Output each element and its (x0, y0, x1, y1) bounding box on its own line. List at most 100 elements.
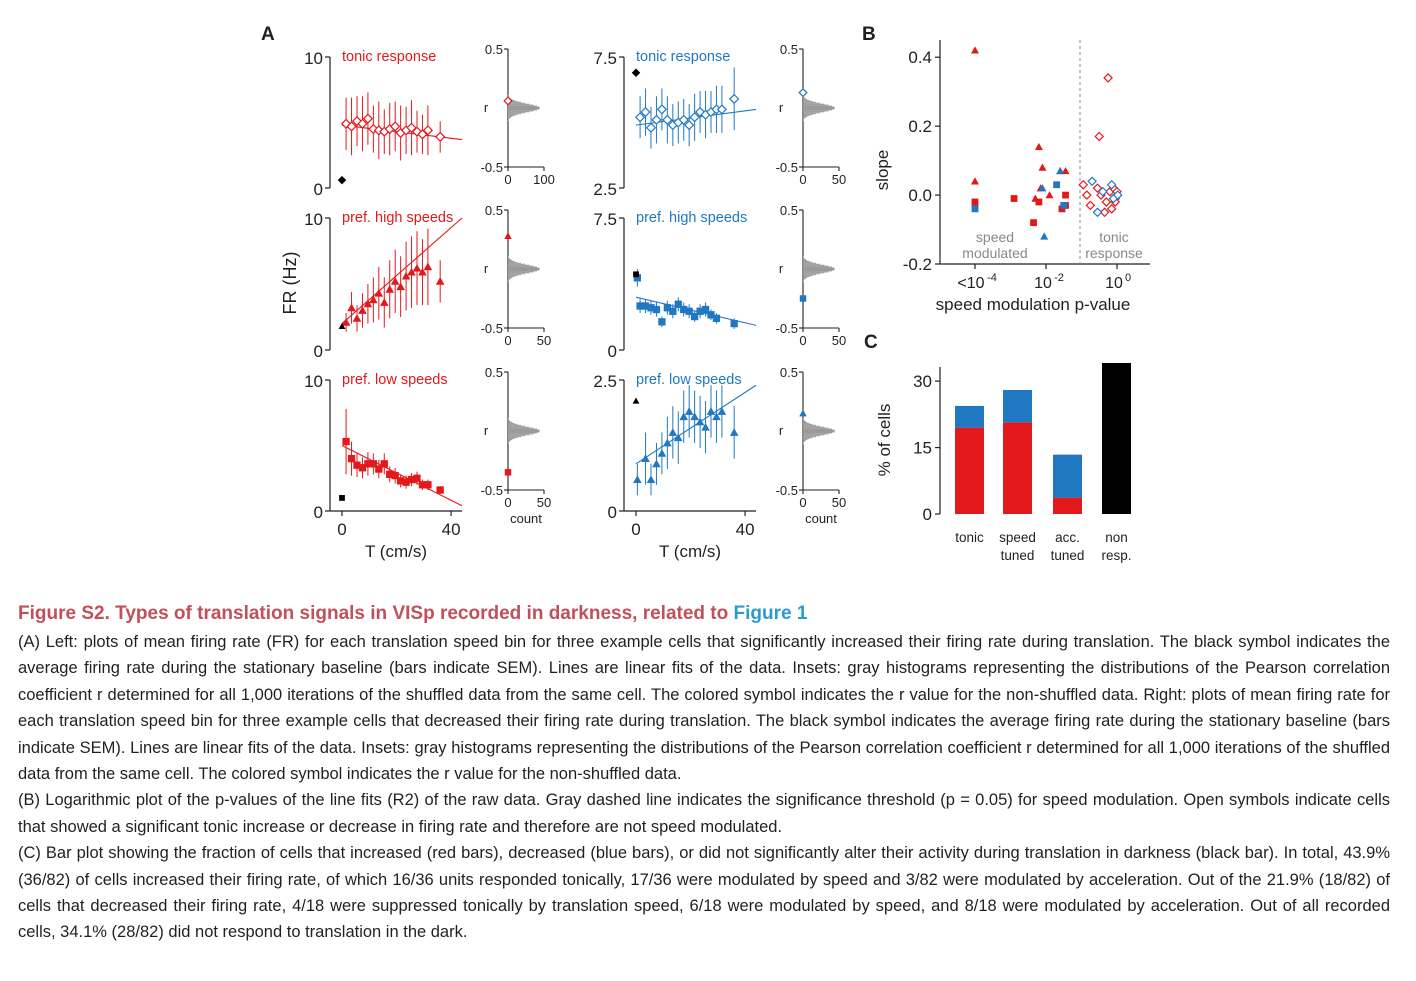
data-point (407, 475, 416, 484)
panel-a-label: A (261, 24, 275, 45)
b-data-point (1058, 205, 1066, 213)
b-data-point (1056, 166, 1065, 175)
region-label-modulated: modulated (962, 245, 1027, 261)
b-data-point (1087, 176, 1097, 187)
b-x-tick-label: 10 (1034, 275, 1052, 292)
panel-c-bar-chart: 30 15 0 % of cells tonic speed tuned acc. tuned n… (875, 362, 1132, 563)
hist-count-label: count (805, 511, 837, 526)
r-histogram-inset: 0.5 -0.5 r 0 50 (776, 42, 847, 187)
hist-x-label-0: 0 (504, 333, 511, 348)
hist-x-label-0: 0 (799, 333, 806, 348)
b-x-tick-exponent: -2 (1054, 272, 1064, 284)
data-point (646, 475, 656, 483)
y-tick-label-top: 10 (304, 372, 323, 391)
data-point (712, 412, 721, 421)
data-point (730, 319, 738, 328)
bar-segment-decreased (955, 405, 984, 428)
data-point (668, 428, 678, 436)
y-tick-label-top: 10 (304, 210, 323, 229)
b-data-point (1062, 191, 1069, 199)
b-x-axis-label: speed modulation p-value (936, 295, 1131, 314)
y-tick-label-top: 7.5 (593, 49, 617, 68)
r-value-marker (799, 409, 807, 417)
data-point (353, 461, 361, 469)
data-point (678, 114, 689, 126)
hist-y-label-bottom: -0.5 (481, 160, 503, 175)
figure-caption: Figure S2. Types of translation signals … (18, 602, 1390, 946)
linear-fit-line (341, 445, 463, 507)
caption-paragraph-a: (A) Left: plots of mean firing rate (FR)… (18, 633, 1390, 784)
linear-fit-line (341, 217, 463, 325)
data-point (369, 460, 378, 468)
data-point (436, 486, 444, 494)
data-point (368, 123, 379, 135)
b-data-point (1078, 179, 1089, 190)
data-point (684, 119, 695, 131)
b-data-point (1053, 181, 1061, 189)
data-point (634, 112, 646, 123)
data-point (358, 306, 367, 314)
hist-y-label-bottom: -0.5 (481, 321, 503, 336)
baseline-point (339, 495, 345, 501)
hist-x-label-0: 0 (504, 495, 511, 510)
bar-segment-non-responsive (1102, 362, 1131, 514)
b-data-point (971, 198, 979, 206)
data-point (684, 407, 694, 415)
b-data-point (1099, 207, 1110, 218)
b-data-point (1101, 197, 1112, 207)
region-label-response: response (1085, 245, 1143, 261)
c-category-label-line2: tuned (1051, 548, 1085, 563)
y-tick-label-bottom: 0 (314, 342, 323, 361)
hist-x-label-1: 100 (533, 172, 555, 187)
y-tick-label-bottom: 0 (314, 503, 323, 522)
data-point (658, 318, 666, 326)
y-tick-label-top: 2.5 (593, 372, 617, 391)
data-point (386, 470, 394, 478)
figure-1-link[interactable]: Figure 1 (733, 603, 808, 624)
hist-r-label: r (484, 100, 489, 115)
data-point (435, 131, 446, 143)
data-point (357, 118, 368, 129)
data-point (633, 274, 642, 282)
b-data-point (1040, 232, 1049, 240)
hist-x-label-1: 50 (832, 333, 846, 348)
cell-title: pref. low speeds (342, 372, 448, 388)
data-point (341, 317, 351, 326)
data-point (396, 282, 405, 291)
data-point (358, 464, 367, 472)
region-label-tonic: tonic (1099, 229, 1129, 245)
caption-paragraph-b: (B) Logarithmic plot of the p-values of … (18, 791, 1390, 836)
hist-y-label-top: 0.5 (780, 203, 798, 218)
hist-x-label-0: 0 (799, 495, 806, 510)
b-data-point (971, 177, 979, 185)
b-data-point (1085, 200, 1096, 211)
b-data-point (1038, 184, 1047, 192)
x-axis-label: T (cm/s) (659, 542, 721, 561)
caption-paragraph-c: (C) Bar plot showing the fraction of cel… (18, 844, 1390, 942)
data-point (701, 305, 710, 314)
panel-b-label: B (862, 24, 876, 45)
hist-r-label: r (484, 423, 489, 438)
data-point (375, 465, 383, 473)
cell-plot-3: 10 0 pref. low speeds 0 40 T (cm/s) 0.5 -0.5 r 0 5… (304, 365, 551, 561)
b-data-point (1103, 73, 1113, 83)
bar-segment-increased (1003, 422, 1032, 514)
hist-x-label-1: 50 (832, 495, 846, 510)
region-label-speed: speed (976, 229, 1014, 245)
hist-y-label-top: 0.5 (485, 203, 503, 218)
data-point (418, 267, 427, 276)
data-point (369, 295, 378, 304)
data-point (663, 438, 672, 447)
data-point (690, 412, 699, 421)
data-point (633, 475, 642, 483)
bar-segment-increased (1053, 497, 1082, 514)
data-point (424, 481, 432, 489)
data-point (407, 267, 416, 276)
r-value-marker (798, 88, 808, 98)
data-point (412, 263, 422, 272)
hist-x-label-0: 0 (504, 172, 511, 187)
cell-plot-5: 7.5 0 pref. high speeds 0.5 -0.5 r 0 50 (593, 203, 846, 361)
